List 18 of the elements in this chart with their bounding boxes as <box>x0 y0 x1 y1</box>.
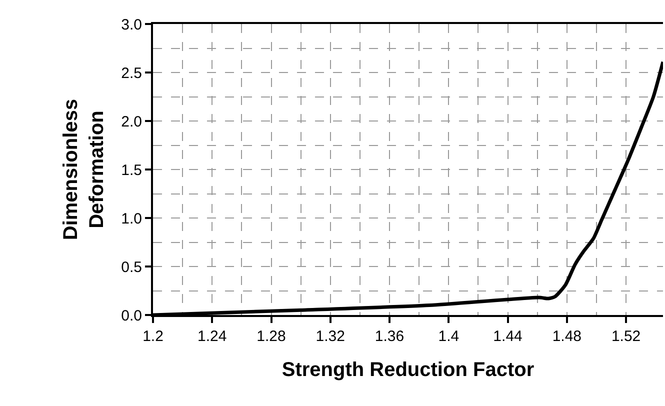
y-tick-label: 3.0 <box>121 16 142 34</box>
x-tick-label: 1.4 <box>438 328 460 345</box>
x-tick-label: 1.36 <box>374 328 404 345</box>
y-tick-label: 0.5 <box>121 258 142 276</box>
y-tick-label: 1.5 <box>121 162 142 179</box>
x-tick-label: 1.44 <box>493 328 522 345</box>
x-tick-label: 1.2 <box>142 328 164 345</box>
y-tick-label: 2.5 <box>121 64 142 82</box>
y-axis-title: Dimensionless Deformation <box>60 98 108 240</box>
x-axis-title: Strength Reduction Factor <box>282 359 534 381</box>
y-tick-label: 2.0 <box>121 113 142 130</box>
x-tick-label: 1.24 <box>198 328 227 345</box>
x-tick-label: 1.28 <box>256 328 286 345</box>
y-tick-label: 1.0 <box>121 210 142 228</box>
x-tick-label: 1.32 <box>316 328 345 345</box>
y-tick-label: 0.0 <box>121 307 142 324</box>
x-tick-label: 1.48 <box>552 328 582 345</box>
x-tick-label: 1.52 <box>611 328 641 345</box>
